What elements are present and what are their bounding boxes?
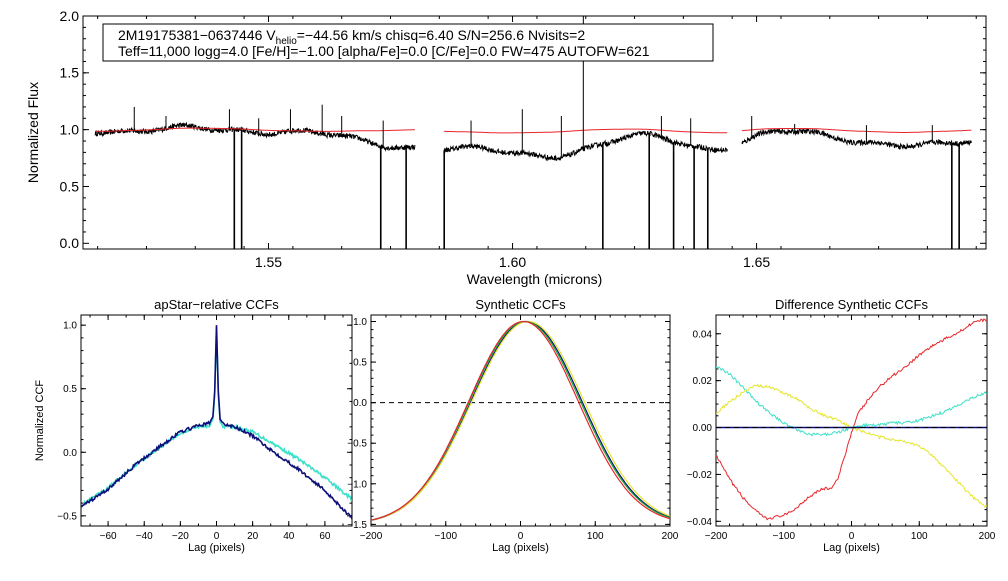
synthetic-xtick-label: 200 xyxy=(662,531,679,542)
synthetic-series-green xyxy=(371,320,670,521)
synthetic-xlabel: Lag (pixels) xyxy=(492,542,549,554)
spectrum-model-line xyxy=(444,128,728,134)
spectrum-info-box: 2M19175381−0637446 Vhelio=−44.56 km/s ch… xyxy=(102,23,714,62)
spectrum-xtick-label: 1.55 xyxy=(255,254,282,270)
apstar-ytick-label: 0.5 xyxy=(63,384,77,395)
synthetic-ytick-label: 0.0 xyxy=(353,398,367,409)
spectrum-axes: 1.55 1.60 1.65 0.0 0.5 1.0 1.5 2.0 Wavelength (m… xyxy=(25,8,987,287)
synthetic-xtick-label: −100 xyxy=(434,531,457,542)
synthetic-ytick-label: 0.5 xyxy=(353,358,367,369)
difference-series-yellow xyxy=(716,383,987,508)
difference-ytick-label: −0.02 xyxy=(687,470,713,481)
info-box-line2: Teff=11,000 logg=4.0 [Fe/H]=−1.00 [alpha… xyxy=(118,43,650,59)
difference-frame xyxy=(715,314,988,527)
spectrum-ytick-label: 0.5 xyxy=(60,178,80,194)
spectrum-ytick-label: 1.0 xyxy=(60,122,80,138)
spectrum-observed-line xyxy=(443,130,728,162)
spectrum-frame xyxy=(82,15,987,250)
synthetic-xtick-label: −200 xyxy=(360,531,383,542)
apstar-xtick-label: 60 xyxy=(319,531,331,542)
difference-title: Difference Synthetic CCFs xyxy=(775,297,928,312)
difference-xtick-label: −200 xyxy=(705,531,728,542)
difference-series-cyan xyxy=(716,366,987,437)
synthetic-title: Synthetic CCFs xyxy=(475,297,566,312)
apstar-ytick-label: 1.0 xyxy=(63,321,77,332)
synthetic-xtick-label: 0 xyxy=(518,531,524,542)
apstar-series-visit-1 xyxy=(81,325,352,520)
spectrum-plot-area xyxy=(94,16,972,249)
spectrum-ytick-label: 1.5 xyxy=(60,65,80,81)
spectrum-observed-line xyxy=(741,127,972,150)
spectrum-xlabel: Wavelength (microns) xyxy=(467,271,603,287)
difference-axes: −200 −100 0 100 200 −0.04 −0.02 0.00 0.02 0.04 Dif… xyxy=(687,297,996,554)
spectrum-model-line xyxy=(95,127,415,132)
difference-series-red xyxy=(716,318,987,521)
apstar-ylabel: Normalized CCF xyxy=(34,380,46,462)
apstar-xtick-label: −20 xyxy=(172,531,189,542)
info-box-frame xyxy=(102,23,714,62)
apstar-xlabel: Lag (pixels) xyxy=(188,542,245,554)
difference-xtick-label: −100 xyxy=(772,531,795,542)
spectrum-xtick-label: 1.60 xyxy=(499,254,526,270)
apstar-plot-area xyxy=(81,325,352,520)
apstar-title: apStar−relative CCFs xyxy=(154,297,279,312)
info-line1-suffix: =−44.56 km/s chisq=6.40 S/N=256.6 Nvisit… xyxy=(297,27,586,43)
synthetic-ytick-label: −1.0 xyxy=(347,479,367,490)
difference-ytick-label: 0.02 xyxy=(693,376,713,387)
spectrum-model-line xyxy=(741,128,972,133)
synthetic-series-red xyxy=(371,320,670,521)
difference-plot-area xyxy=(716,318,987,521)
apstar-xtick-label: −40 xyxy=(136,531,153,542)
difference-xtick-label: 200 xyxy=(979,531,996,542)
difference-ytick-label: 0.00 xyxy=(693,423,713,434)
apstar-xtick-label: 40 xyxy=(283,531,295,542)
difference-xtick-label: 100 xyxy=(911,531,928,542)
spectrum-ytick-label: 2.0 xyxy=(60,8,80,24)
synthetic-series-yellow xyxy=(371,320,670,521)
synthetic-series-navy xyxy=(371,320,670,521)
apstar-xtick-label: 20 xyxy=(247,531,259,542)
info-line1-subscript: helio xyxy=(276,36,298,47)
difference-ytick-label: 0.04 xyxy=(693,329,713,340)
info-box-line1: 2M19175381−0637446 Vhelio=−44.56 km/s ch… xyxy=(118,27,585,47)
apstar-ytick-label: −0.5 xyxy=(57,511,77,522)
apstar-axes: −60 −40 −20 0 20 40 60 −0.5 0.0 0.5 1.0 apStar−rela… xyxy=(34,297,353,554)
synthetic-xtick-label: 100 xyxy=(587,531,604,542)
info-line1-prefix: 2M19175381−0637446 V xyxy=(118,27,276,43)
spectrum-observed-line xyxy=(94,121,416,152)
synthetic-ytick-label: 1.0 xyxy=(353,317,367,328)
synthetic-ytick-label: −0.5 xyxy=(347,439,367,450)
apstar-xtick-label: −60 xyxy=(100,531,117,542)
apstar-ytick-label: 0.0 xyxy=(63,448,77,459)
synthetic-ytick-label: −1.5 xyxy=(347,520,367,531)
apstar-xtick-label: 0 xyxy=(214,531,220,542)
synthetic-plot-area xyxy=(371,320,670,521)
difference-xtick-label: 0 xyxy=(849,531,855,542)
spectrum-xtick-label: 1.65 xyxy=(743,254,770,270)
spectrum-ylabel: Normalized Flux xyxy=(25,82,41,183)
spectrum-ytick-label: 0.0 xyxy=(60,235,80,251)
difference-xlabel: Lag (pixels) xyxy=(823,542,880,554)
synthetic-axes: −200 −100 0 100 200 −1.5 −1.0 −0.5 0.0 0.5 1.0 Synt… xyxy=(347,297,679,554)
difference-ytick-label: −0.04 xyxy=(687,517,713,528)
